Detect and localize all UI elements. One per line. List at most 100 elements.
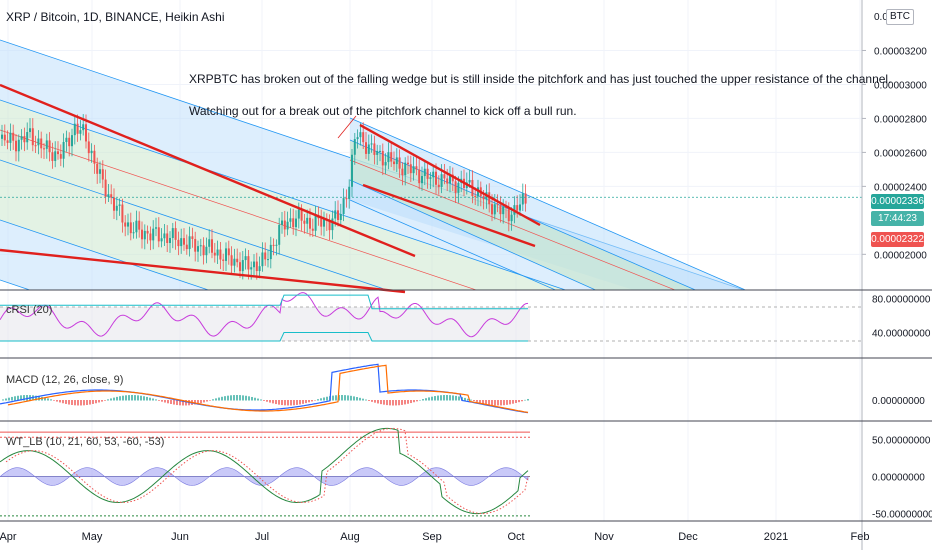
macd-hist-419	[419, 399, 421, 401]
macd-hist-89	[89, 400, 91, 405]
macd-hist-452	[452, 395, 454, 401]
macd-hist-47	[47, 398, 49, 401]
x-tick-label-2: Jun	[171, 531, 189, 543]
macd-hist-164	[164, 400, 166, 403]
candle-body-44	[43, 148, 45, 150]
trendline-4	[337, 115, 357, 139]
macd-hist-149	[149, 397, 151, 401]
macd-hist-137	[137, 395, 139, 401]
candle-body-114	[113, 197, 115, 211]
candle-body-313	[311, 228, 314, 231]
candle-body-517	[516, 205, 519, 211]
candle-body-164	[163, 233, 166, 239]
macd-hist-194	[194, 400, 196, 405]
candle-body-265	[264, 252, 267, 260]
countdown-tag: 17:44:23	[871, 211, 924, 226]
candle-body-30	[29, 128, 31, 133]
candle-body-408	[407, 162, 409, 165]
candle-body-512	[510, 214, 513, 222]
x-tick-label-0: Apr	[0, 531, 17, 543]
macd-hist-176	[176, 400, 178, 406]
candle-body-366	[365, 142, 367, 154]
macd-hist-410	[410, 400, 412, 404]
macd-hist-182	[182, 400, 184, 406]
candle-body-41	[40, 138, 43, 149]
macd-hist-245	[245, 395, 247, 401]
candle-body-422	[421, 176, 423, 184]
macd-hist-476	[476, 400, 478, 402]
candle-body-439	[437, 184, 440, 187]
x-tick-label-8: Dec	[678, 531, 698, 543]
wt-label: WT_LB (10, 21, 60, 53, -60, -53)	[6, 436, 165, 448]
macd-hist-500	[500, 400, 502, 406]
macd-hist-260	[260, 399, 262, 401]
crsi-line	[0, 292, 529, 338]
macd-hist-74	[74, 400, 76, 406]
crsi-tick-label-0: 80.00000000	[872, 295, 931, 306]
candle-body-181	[180, 238, 183, 247]
candle-body-176	[174, 228, 177, 240]
candle-body-349	[348, 186, 351, 200]
candle-body-430	[429, 177, 432, 179]
macd-hist-173	[173, 400, 175, 405]
candle-body-274	[272, 244, 275, 246]
currency-button[interactable]: BTC	[886, 9, 914, 25]
macd-hist-56	[56, 400, 58, 402]
macd-hist-257	[257, 398, 259, 401]
candle-body-170	[169, 237, 171, 243]
trendlines	[0, 83, 541, 294]
macd-hist-473	[473, 400, 475, 402]
candle-body-492	[491, 204, 493, 215]
macd-hist-320	[320, 398, 322, 401]
macd-hist-425	[425, 398, 427, 401]
trendline-2	[359, 123, 541, 227]
candle-body-103	[101, 169, 104, 180]
macd-hist-92	[92, 400, 94, 404]
macd-hist-413	[413, 400, 415, 403]
macd-hist-50	[50, 399, 52, 401]
candle-body-276	[275, 244, 278, 246]
candle-body-167	[166, 233, 169, 243]
macd-hist-482	[482, 400, 484, 404]
macd-hist-491	[491, 400, 493, 406]
candle-body-470	[468, 179, 471, 183]
candle-body-220	[219, 249, 222, 260]
macd-hist-197	[197, 400, 199, 404]
macd-hist-479	[479, 400, 481, 403]
candle-body-288	[286, 221, 289, 230]
macd-hist-131	[131, 395, 133, 401]
price-tick-label-3: 0.00002600	[874, 148, 927, 159]
candle-body-444	[443, 174, 446, 179]
candle-body-36	[34, 145, 37, 147]
candle-body-234	[233, 258, 236, 266]
macd-hist-101	[101, 400, 103, 402]
macd-hist-323	[323, 397, 325, 401]
candle-body-260	[258, 266, 261, 272]
macd-hist-275	[275, 400, 277, 405]
candle-body-285	[283, 220, 286, 230]
macd-hist-161	[161, 400, 163, 402]
candle-body-380	[379, 150, 381, 152]
candle-body-248	[247, 256, 250, 270]
candle-body-204	[202, 245, 205, 256]
candle-body-330	[328, 220, 331, 231]
candle-body-78	[76, 123, 79, 134]
candle-body-341	[339, 214, 342, 220]
pitchfork-line-2	[0, 159, 389, 290]
candle-body-75	[73, 123, 76, 136]
macd-hist-311	[311, 400, 313, 402]
macd-hist-518	[518, 400, 520, 403]
macd-hist-80	[80, 400, 82, 406]
candle-body-187	[185, 244, 188, 250]
candle-body-38	[37, 138, 40, 146]
macd-hist-200	[200, 400, 202, 404]
pitchfork-channel	[0, 39, 747, 290]
macd-hist-59	[59, 400, 61, 403]
annotation-line-2: Watching out for a break out of the pitc…	[189, 104, 577, 118]
candle-body-450	[449, 174, 451, 184]
candle-body-442	[440, 174, 443, 187]
candle-body-134	[132, 232, 135, 234]
macd-hist-347	[347, 395, 349, 401]
x-tick-label-1: May	[82, 531, 103, 543]
